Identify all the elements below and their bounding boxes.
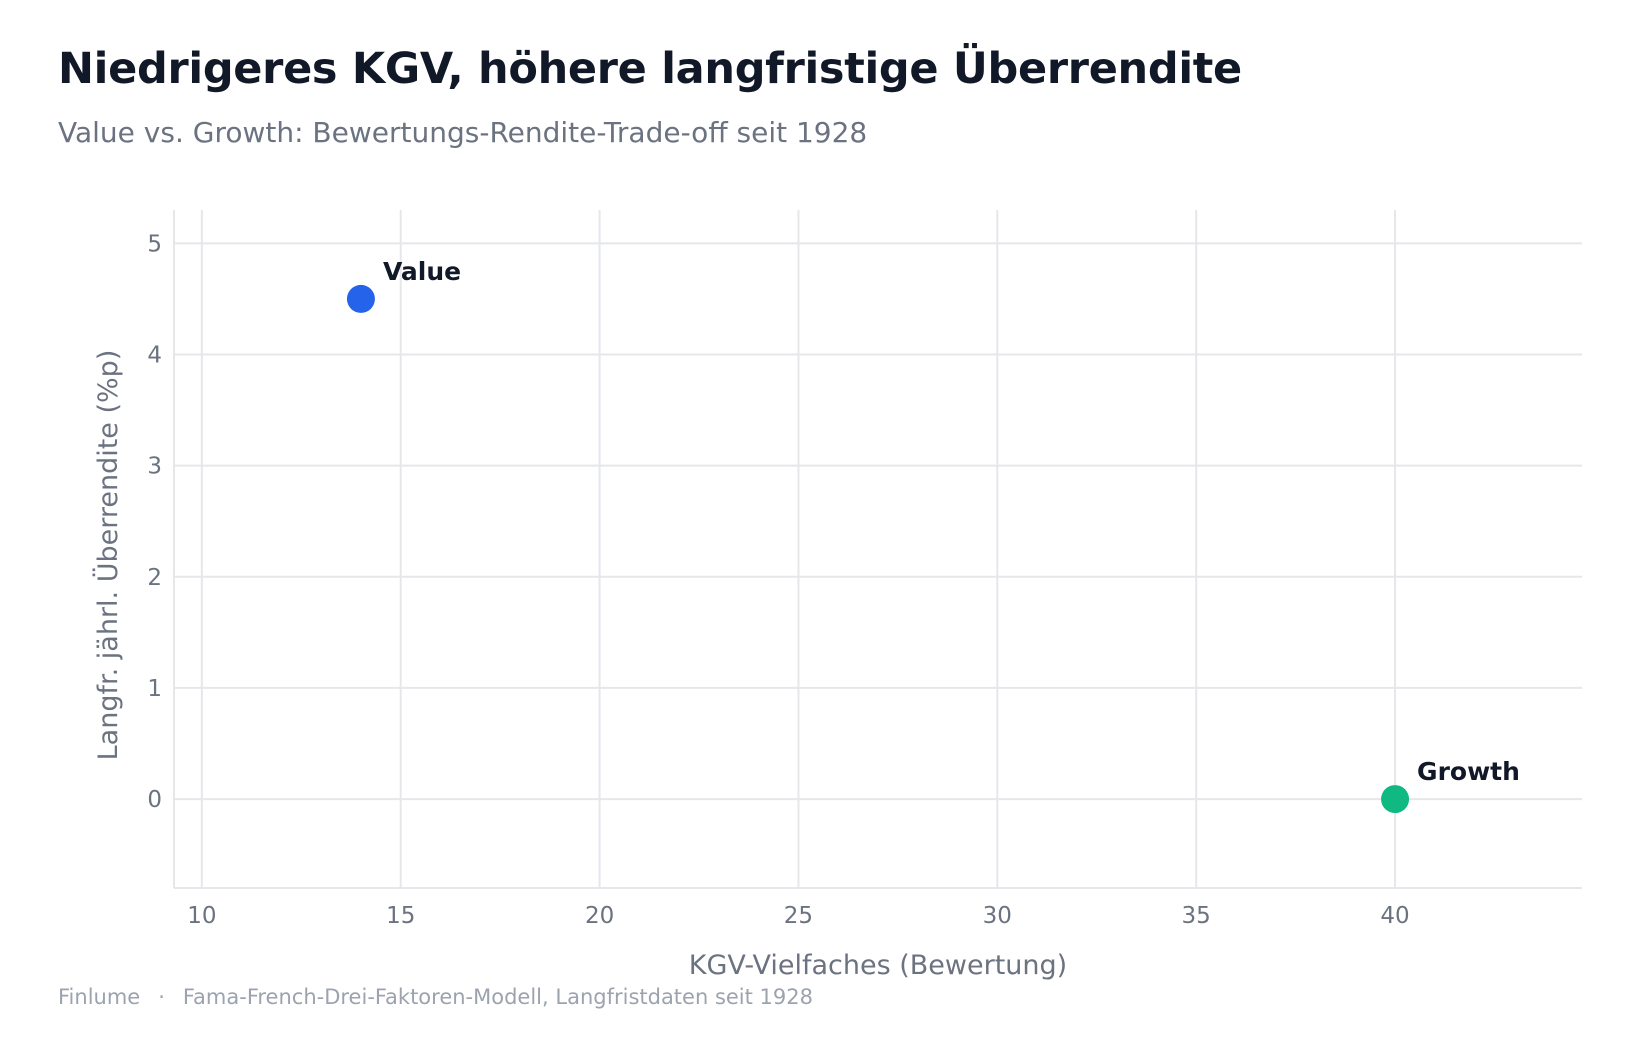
x-axis-label: KGV-Vielfaches (Bewertung) [689,950,1067,981]
chart-subtitle: Value vs. Growth: Bewertungs-Rendite-Tra… [58,116,868,149]
footer-source: Fama-French-Drei-Faktoren-Modell, Langfr… [182,985,813,1009]
x-tick-label: 10 [187,903,216,929]
data-label-growth: Growth [1417,757,1520,786]
x-tick-label: 40 [1380,903,1409,929]
grid-lines [174,210,1582,888]
y-tick-label: 0 [147,787,162,813]
footer-brand: Finlume [58,985,141,1009]
x-tick-label: 25 [784,903,813,929]
data-point-growth [1381,785,1410,814]
data-label-value: Value [383,257,461,286]
axes [173,210,1582,889]
x-tick-label: 30 [983,903,1012,929]
y-tick-label: 1 [147,676,162,702]
chart-title: Niedrigeres KGV, höhere langfristige Übe… [58,44,1242,94]
x-tick-label: 20 [585,903,614,929]
footer: Finlume · Fama-French-Drei-Faktoren-Modell… [58,985,813,1009]
y-tick-label: 2 [147,565,162,591]
y-tick-label: 4 [147,342,162,368]
y-tick-label: 5 [147,231,162,257]
footer-separator: · [158,985,165,1009]
y-axis-label: Langfr. jährl. Überrendite (%p) [92,350,124,761]
x-tick-label: 15 [386,903,415,929]
data-point-value [346,284,375,313]
y-tick-label: 3 [147,454,162,480]
x-tick-label: 35 [1182,903,1211,929]
tick-labels: 10 15 20 25 30 35 40 0 1 2 3 4 5 [147,231,1409,929]
data-points: Value Growth [346,257,1520,814]
